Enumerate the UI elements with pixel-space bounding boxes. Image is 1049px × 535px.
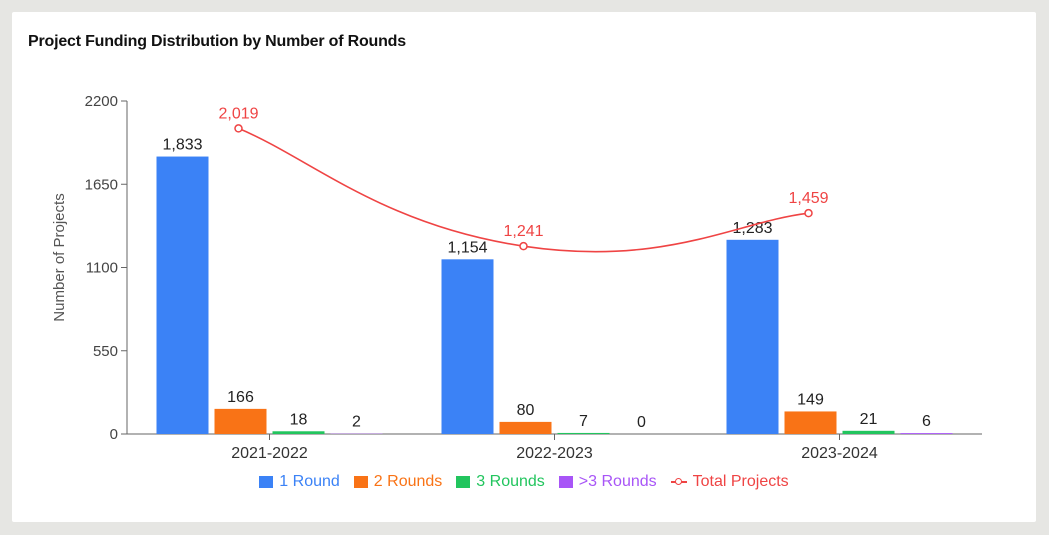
bar xyxy=(900,433,953,434)
total-projects-label: 1,241 xyxy=(503,223,543,240)
legend-item[interactable]: 3 Rounds xyxy=(456,473,545,491)
legend-swatch xyxy=(558,476,573,488)
legend-label: >3 Rounds xyxy=(578,473,657,490)
total-projects-label: 2,019 xyxy=(218,105,258,122)
legend-item[interactable]: 1 Round xyxy=(259,473,340,491)
bar xyxy=(557,432,610,434)
legend-item[interactable]: 2 Rounds xyxy=(353,473,443,491)
x-tick-label: 2023-2024 xyxy=(801,445,878,462)
chart-plot: 0 550 1100 1650 2200 Number of Projects 2021-2… xyxy=(51,93,982,462)
total-projects-point xyxy=(804,208,813,218)
bar-value-label: 6 xyxy=(922,413,931,430)
legend-swatch xyxy=(353,476,368,488)
y-tick-label: 550 xyxy=(93,343,118,360)
total-projects-point xyxy=(519,241,528,251)
x-tick-label: 2021-2022 xyxy=(231,445,308,462)
bar-value-label: 21 xyxy=(860,411,878,428)
legend-label: 2 Rounds xyxy=(373,473,443,490)
bar-value-label: 2 xyxy=(352,414,361,431)
bar-value-label: 1,833 xyxy=(162,137,202,154)
bar-value-label: 1,283 xyxy=(732,220,772,237)
legend-label: 3 Rounds xyxy=(476,473,545,490)
bar-value-label: 80 xyxy=(517,402,535,419)
y-tick-label: 2200 xyxy=(85,93,118,110)
bar-value-label: 1,154 xyxy=(447,239,487,256)
chart-legend: 1 Round 2 Rounds 3 Rounds >3 Rounds Total Pr… xyxy=(12,473,1036,491)
legend-item[interactable]: >3 Rounds xyxy=(558,473,657,491)
legend-line-swatch xyxy=(670,476,687,488)
bar-value-label: 0 xyxy=(637,414,646,431)
chart-title: Project Funding Distribution by Number o… xyxy=(28,33,406,50)
x-tick-label: 2022-2023 xyxy=(516,445,593,462)
legend-label: Total Projects xyxy=(692,473,789,490)
bar-value-label: 7 xyxy=(579,413,588,430)
bar-value-label: 149 xyxy=(797,391,824,408)
bar xyxy=(499,421,552,434)
bar xyxy=(441,259,494,434)
legend-swatch xyxy=(259,476,274,488)
bar xyxy=(842,430,895,434)
y-tick-label: 1650 xyxy=(85,176,118,193)
bar-value-label: 18 xyxy=(290,411,308,428)
legend-swatch xyxy=(456,476,471,488)
total-projects-point xyxy=(234,124,243,133)
y-tick-label: 0 xyxy=(110,426,118,443)
bar xyxy=(784,411,837,434)
y-axis-label: Number of Projects xyxy=(51,193,68,321)
total-projects-label: 1,459 xyxy=(788,190,828,207)
bar xyxy=(272,431,325,434)
chart-card: Project Funding Distribution by Number o… xyxy=(12,12,1036,522)
legend-item[interactable]: Total Projects xyxy=(670,473,789,491)
bar xyxy=(156,156,209,434)
bar xyxy=(214,408,267,434)
bar-value-label: 166 xyxy=(227,389,254,406)
bar xyxy=(726,239,779,434)
legend-label: 1 Round xyxy=(279,473,340,490)
y-tick-label: 1100 xyxy=(86,260,118,277)
